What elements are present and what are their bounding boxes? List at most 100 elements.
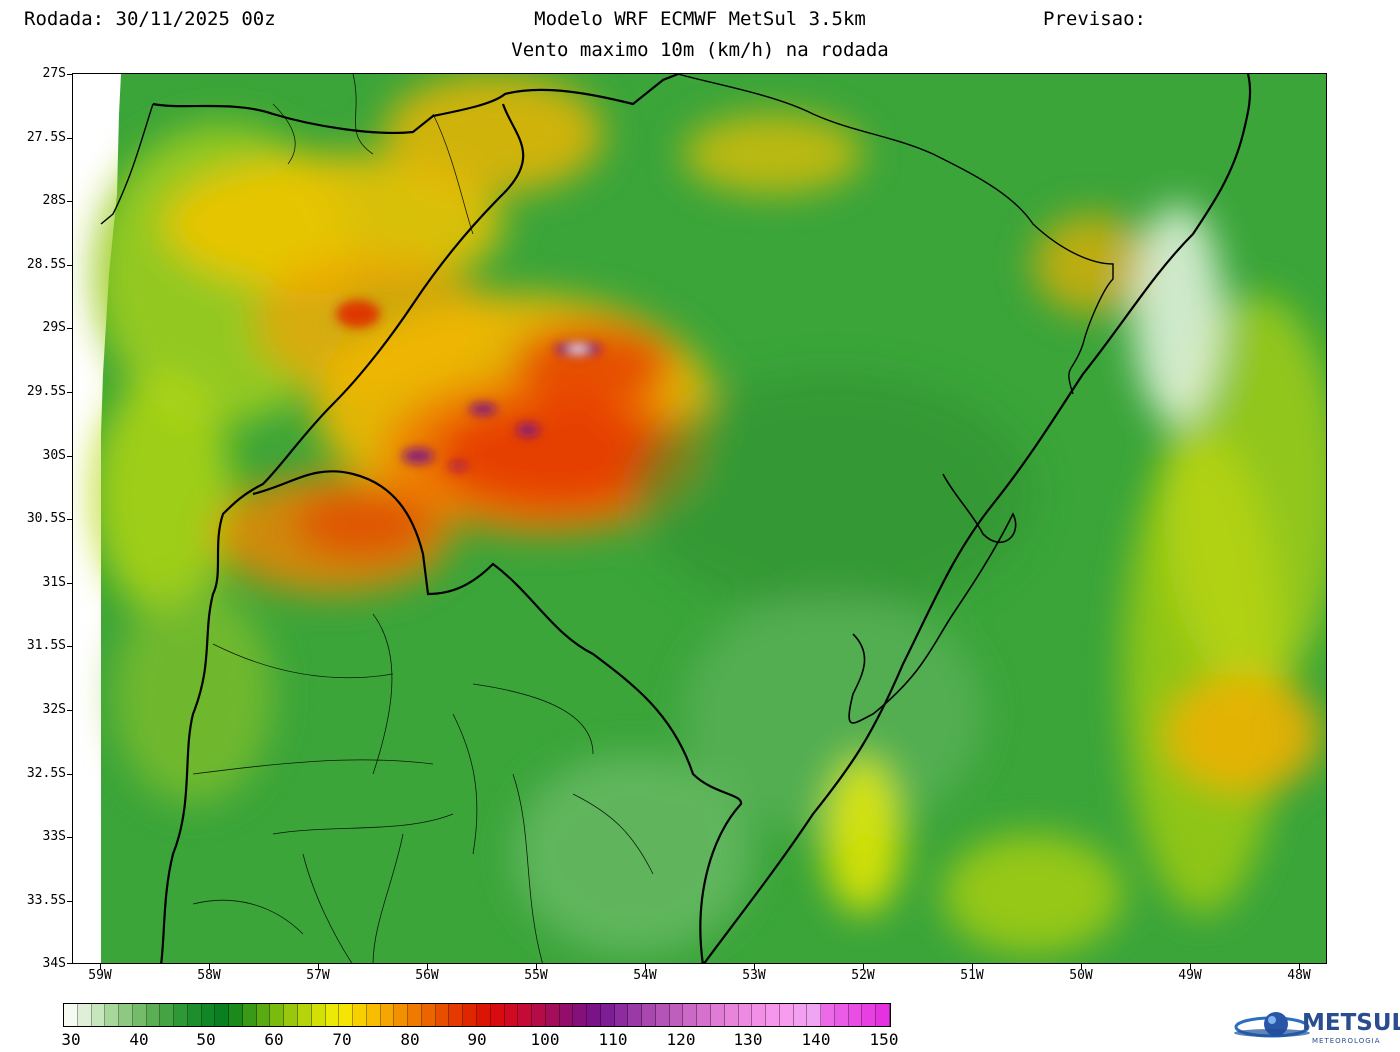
lat-label: 30.5S <box>26 511 66 526</box>
model-title: Modelo WRF ECMWF MetSul 3.5km <box>534 8 866 30</box>
lon-label: 59W <box>88 968 112 983</box>
lon-label: 56W <box>415 968 439 983</box>
lat-label: 33.5S <box>26 893 66 908</box>
colorbar-swatch <box>119 1004 133 1026</box>
colorbar-label: 30 <box>61 1030 81 1049</box>
colorbar-swatch <box>256 1004 271 1026</box>
colorbar-swatch <box>91 1004 106 1026</box>
colorbar-swatch <box>146 1004 161 1026</box>
colorbar-swatch <box>600 1004 615 1026</box>
colorbar-swatch <box>738 1004 753 1026</box>
colorbar-swatch <box>380 1004 395 1026</box>
lat-label: 33S <box>42 829 66 844</box>
colorbar-swatch <box>518 1004 533 1026</box>
colorbar-swatch <box>532 1004 546 1026</box>
colorbar-swatch <box>793 1004 808 1026</box>
lon-label: 53W <box>742 968 766 983</box>
lat-label: 27.5S <box>26 130 66 145</box>
colorbar-label: 50 <box>196 1030 216 1049</box>
colorbar-swatch <box>766 1004 780 1026</box>
colorbar-swatch <box>710 1004 725 1026</box>
colorbar-swatch <box>614 1004 629 1026</box>
logo-name: METSUL <box>1302 1010 1400 1036</box>
lat-label: 32.5S <box>26 766 66 781</box>
map-subtitle: Vento maximo 10m (km/h) na rodada <box>511 39 889 61</box>
colorbar-label: 70 <box>332 1030 352 1049</box>
lat-label: 34S <box>42 956 66 971</box>
colorbar-swatch <box>821 1004 835 1026</box>
lon-label: 49W <box>1178 968 1202 983</box>
run-label: Rodada: 30/11/2025 00z <box>24 8 276 30</box>
colorbar-swatch <box>187 1004 202 1026</box>
colorbar-swatch <box>105 1004 120 1026</box>
colorbar <box>63 1003 891 1027</box>
colorbar-swatch <box>655 1004 670 1026</box>
lat-label: 28.5S <box>26 257 66 272</box>
colorbar-swatch <box>242 1004 257 1026</box>
colorbar-swatch <box>697 1004 711 1026</box>
lat-label: 30S <box>42 448 66 463</box>
colorbar-swatch <box>77 1004 92 1026</box>
wind-map <box>72 73 1327 964</box>
colorbar-swatch <box>421 1004 436 1026</box>
lon-label: 50W <box>1069 968 1093 983</box>
colorbar-swatch <box>408 1004 422 1026</box>
colorbar-swatch <box>311 1004 326 1026</box>
colorbar-swatch <box>229 1004 243 1026</box>
lat-label: 29.5S <box>26 384 66 399</box>
colorbar-swatch <box>724 1004 739 1026</box>
colorbar-label: 100 <box>530 1030 560 1049</box>
colorbar-swatch <box>504 1004 519 1026</box>
colorbar-swatch <box>160 1004 175 1026</box>
colorbar-swatch <box>353 1004 367 1026</box>
lat-label: 31.5S <box>26 638 66 653</box>
colorbar-swatch <box>752 1004 767 1026</box>
lat-label: 29S <box>42 320 66 335</box>
colorbar-swatch <box>545 1004 560 1026</box>
colorbar-swatch <box>215 1004 230 1026</box>
colorbar-swatch <box>573 1004 588 1026</box>
lat-label: 31S <box>42 575 66 590</box>
colorbar-swatch <box>298 1004 312 1026</box>
colorbar-swatch <box>559 1004 574 1026</box>
colorbar-swatch <box>862 1004 877 1026</box>
colorbar-swatch <box>848 1004 863 1026</box>
lon-label: 48W <box>1287 968 1311 983</box>
colorbar-swatch <box>587 1004 601 1026</box>
colorbar-swatch <box>807 1004 822 1026</box>
colorbar-swatch <box>463 1004 477 1026</box>
colorbar-swatch <box>174 1004 188 1026</box>
colorbar-label: 40 <box>129 1030 149 1049</box>
colorbar-swatch <box>339 1004 354 1026</box>
colorbar-swatch <box>132 1004 147 1026</box>
lon-label: 54W <box>633 968 657 983</box>
colorbar-swatch <box>669 1004 684 1026</box>
lat-label: 32S <box>42 702 66 717</box>
colorbar-swatch <box>834 1004 849 1026</box>
lon-label: 51W <box>960 968 984 983</box>
logo-tagline: METEOROLOGIA <box>1312 1037 1381 1045</box>
colorbar-swatch <box>435 1004 450 1026</box>
colorbar-swatch <box>779 1004 794 1026</box>
colorbar-swatch <box>201 1004 216 1026</box>
colorbar-label: 120 <box>666 1030 696 1049</box>
colorbar-label: 110 <box>598 1030 628 1049</box>
lon-label: 55W <box>524 968 548 983</box>
colorbar-swatch <box>876 1004 890 1026</box>
colorbar-swatch <box>394 1004 409 1026</box>
lat-label: 27S <box>42 66 66 81</box>
lon-label: 52W <box>851 968 875 983</box>
lat-label: 28S <box>42 193 66 208</box>
metsul-globe-icon <box>1234 1012 1310 1038</box>
colorbar-swatch <box>270 1004 285 1026</box>
colorbar-swatch <box>490 1004 505 1026</box>
colorbar-swatch <box>366 1004 381 1026</box>
colorbar-label: 150 <box>869 1030 899 1049</box>
lon-label: 57W <box>306 968 330 983</box>
colorbar-swatch <box>325 1004 340 1026</box>
lon-label: 58W <box>197 968 221 983</box>
colorbar-label: 80 <box>400 1030 420 1049</box>
colorbar-swatch <box>683 1004 698 1026</box>
colorbar-label: 130 <box>733 1030 763 1049</box>
colorbar-swatch <box>642 1004 656 1026</box>
